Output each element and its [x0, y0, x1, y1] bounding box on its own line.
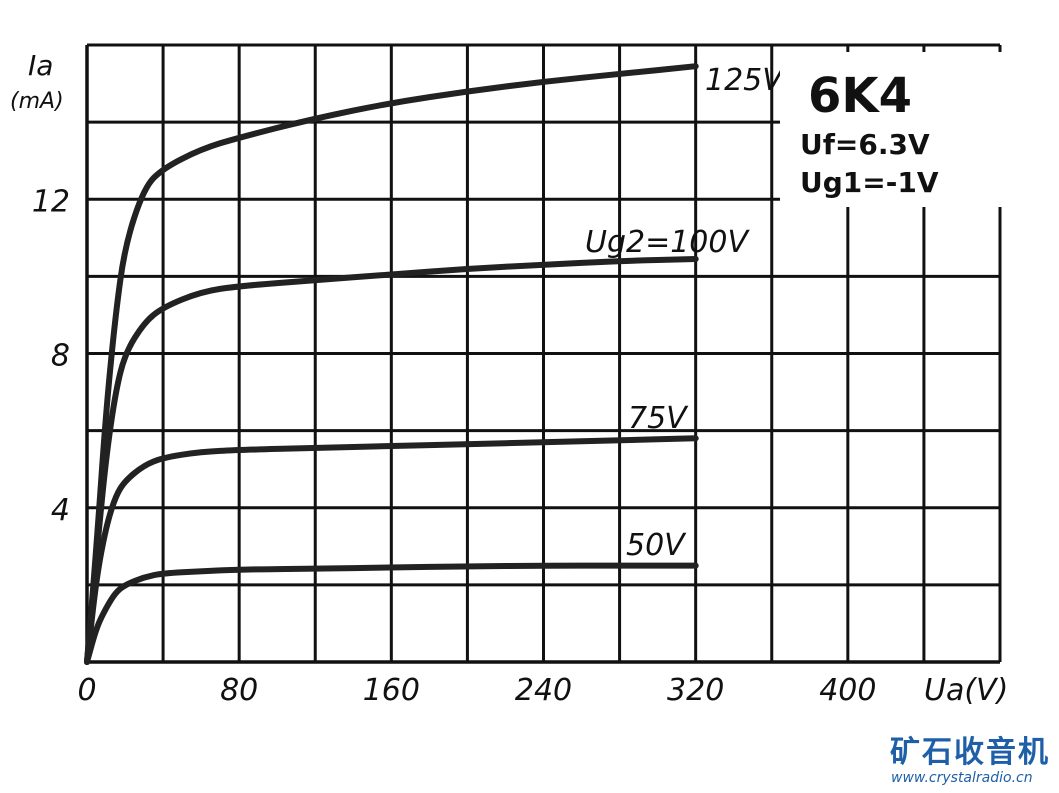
series-label-3: 50V — [626, 528, 687, 563]
chart-title: 6K4 — [808, 68, 912, 124]
series-lines — [84, 63, 699, 665]
series-label-0: 125V — [705, 63, 785, 98]
series-line-3 — [84, 562, 699, 665]
y-tick-label: 12 — [32, 184, 70, 219]
series-line-0 — [84, 63, 699, 665]
x-axis-label: Ua(V) — [924, 673, 1008, 708]
x-tick-label: 240 — [515, 673, 572, 708]
series-label-2: 75V — [628, 401, 689, 436]
y-tick-label: 4 — [51, 493, 70, 528]
series-line-1 — [84, 256, 699, 665]
axes — [85, 45, 1000, 664]
y-axis-unit: (mA) — [10, 89, 64, 114]
x-tick-label: 80 — [220, 673, 258, 708]
y-axis-label: Ia — [28, 49, 53, 82]
info-box — [780, 52, 1005, 207]
condition-uf: Uf=6.3V — [800, 128, 930, 161]
condition-ug1: Ug1=-1V — [800, 166, 939, 199]
tick-labels: 0 80 160 240 320 400 4 8 12 — [32, 184, 877, 708]
x-tick-label: 160 — [363, 673, 420, 708]
watermark-url: www.crystalradio.cn — [891, 770, 1033, 786]
y-tick-label: 8 — [51, 339, 70, 374]
series-line-2 — [84, 435, 699, 665]
series-labels: 125V Ug2=100V 75V 50V — [585, 63, 785, 563]
x-tick-label: 0 — [77, 673, 96, 708]
watermark-name: 矿石收音机 — [890, 735, 1050, 770]
x-tick-label: 400 — [819, 673, 876, 708]
x-tick-label: 320 — [667, 673, 724, 708]
series-label-1: Ug2=100V — [585, 225, 750, 260]
